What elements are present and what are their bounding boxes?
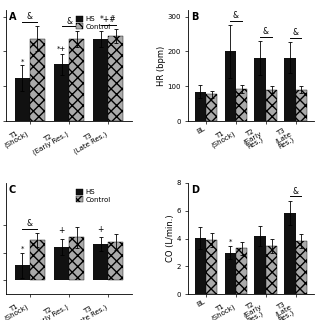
Bar	[69, 237, 84, 280]
Bar	[225, 52, 236, 121]
Bar	[69, 39, 84, 121]
Bar	[284, 58, 296, 121]
Bar	[54, 64, 69, 121]
Bar	[236, 89, 247, 121]
Bar	[108, 242, 123, 280]
Bar	[206, 240, 218, 294]
Bar	[266, 90, 277, 121]
Bar	[206, 94, 218, 121]
Text: C: C	[9, 185, 16, 195]
Bar	[195, 92, 206, 121]
Text: *: *	[21, 245, 24, 252]
Text: *: *	[228, 238, 232, 244]
Text: +: +	[59, 226, 65, 235]
Bar	[108, 36, 123, 121]
Bar	[236, 248, 247, 294]
Text: &: &	[66, 17, 72, 26]
Y-axis label: CO (L/min.): CO (L/min.)	[166, 215, 175, 262]
Text: *+: *+	[57, 46, 66, 52]
Text: +: +	[98, 225, 104, 234]
Bar	[266, 245, 277, 294]
Text: D: D	[191, 185, 199, 195]
Bar	[93, 244, 108, 280]
Text: &: &	[27, 12, 33, 21]
Bar	[93, 39, 108, 121]
Bar	[15, 78, 30, 121]
Bar	[254, 236, 266, 294]
Bar	[296, 241, 307, 294]
Text: B: B	[191, 12, 198, 22]
Text: *+#: *+#	[100, 15, 116, 24]
Legend: HS, Control: HS, Control	[75, 188, 111, 204]
Text: &: &	[293, 187, 299, 196]
Bar	[54, 247, 69, 280]
Text: &: &	[263, 27, 269, 36]
Bar	[296, 90, 307, 121]
Legend: HS, Control: HS, Control	[75, 15, 111, 30]
Bar	[254, 58, 266, 121]
Bar	[195, 238, 206, 294]
Text: *: *	[21, 58, 24, 64]
Y-axis label: HR (bpm): HR (bpm)	[157, 45, 166, 85]
Bar	[30, 39, 45, 121]
Text: &: &	[293, 28, 299, 37]
Text: &: &	[27, 219, 33, 228]
Bar	[15, 265, 30, 280]
Bar	[30, 240, 45, 280]
Bar	[284, 213, 296, 294]
Text: A: A	[9, 12, 16, 22]
Bar	[225, 252, 236, 294]
Text: &: &	[233, 11, 239, 20]
